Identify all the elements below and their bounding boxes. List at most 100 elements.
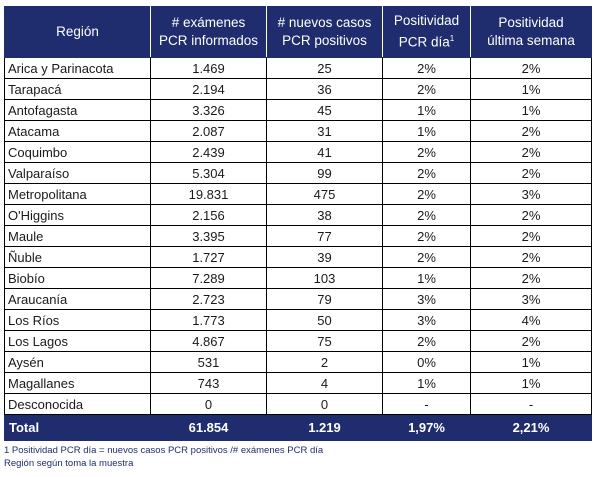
row-region: Ñuble — [4, 246, 151, 268]
pcr-table: Región # exámenes PCR informados # nuevos… — [4, 6, 592, 441]
row-positividad-semana: 2% — [470, 246, 592, 268]
header-examenes: # exámenes PCR informados — [150, 6, 267, 58]
row-region: Coquimbo — [4, 141, 151, 163]
row-examenes: 3.395 — [150, 225, 267, 247]
table-body: Arica y Parinacota 1.469 25 2% 2% Tarapacá 2.1… — [4, 57, 592, 415]
table-row: Ñuble 1.727 39 2% 2% — [4, 246, 592, 268]
table-row: O'Higgins 2.156 38 2% 2% — [4, 204, 592, 226]
table-row: Coquimbo 2.439 41 2% 2% — [4, 141, 592, 163]
row-positividad-dia: 3% — [382, 309, 471, 331]
row-examenes: 0 — [150, 393, 267, 415]
row-positividad-semana: 1% — [470, 78, 592, 100]
row-casos: 103 — [266, 267, 383, 289]
row-positividad-dia: 1% — [382, 267, 471, 289]
row-examenes: 2.723 — [150, 288, 267, 310]
row-casos: 45 — [266, 99, 383, 121]
table-row: Tarapacá 2.194 36 2% 1% — [4, 78, 592, 100]
row-casos: 41 — [266, 141, 383, 163]
table-row: Los Lagos 4.867 75 2% 2% — [4, 330, 592, 352]
row-examenes: 2.087 — [150, 120, 267, 142]
row-positividad-dia: - — [382, 393, 471, 415]
row-positividad-dia: 0% — [382, 351, 471, 373]
row-casos: 2 — [266, 351, 383, 373]
row-examenes: 3.326 — [150, 99, 267, 121]
row-positividad-dia: 2% — [382, 162, 471, 184]
row-examenes: 1.727 — [150, 246, 267, 268]
row-positividad-dia: 2% — [382, 183, 471, 205]
row-examenes: 2.439 — [150, 141, 267, 163]
row-positividad-semana: 3% — [470, 183, 592, 205]
row-examenes: 19.831 — [150, 183, 267, 205]
row-positividad-dia: 2% — [382, 78, 471, 100]
table-row: Arica y Parinacota 1.469 25 2% 2% — [4, 57, 592, 79]
row-examenes: 1.773 — [150, 309, 267, 331]
row-positividad-semana: 1% — [470, 99, 592, 121]
row-region: Los Lagos — [4, 330, 151, 352]
table-row: Araucanía 2.723 79 3% 3% — [4, 288, 592, 310]
total-positividad-semana: 2,21% — [470, 414, 592, 441]
row-region: Metropolitana — [4, 183, 151, 205]
header-positividad-dia: Positividad PCR día1 — [382, 6, 471, 58]
header-positividad-semana: Positividad última semana — [470, 6, 592, 58]
total-row: Total 61.854 1.219 1,97% 2,21% — [4, 414, 592, 441]
row-casos: 99 — [266, 162, 383, 184]
row-examenes: 4.867 — [150, 330, 267, 352]
total-casos: 1.219 — [266, 414, 383, 441]
table-row: Metropolitana 19.831 475 2% 3% — [4, 183, 592, 205]
row-positividad-semana: 1% — [470, 372, 592, 394]
row-positividad-semana: - — [470, 393, 592, 415]
header-region: Región — [4, 6, 151, 58]
total-label: Total — [4, 414, 151, 441]
row-region: Arica y Parinacota — [4, 57, 151, 79]
row-region: O'Higgins — [4, 204, 151, 226]
row-positividad-semana: 2% — [470, 204, 592, 226]
table-row: Maule 3.395 77 2% 2% — [4, 225, 592, 247]
row-positividad-dia: 2% — [382, 204, 471, 226]
row-positividad-semana: 2% — [470, 57, 592, 79]
row-casos: 75 — [266, 330, 383, 352]
row-region: Los Ríos — [4, 309, 151, 331]
total-examenes: 61.854 — [150, 414, 267, 441]
row-positividad-semana: 2% — [470, 162, 592, 184]
row-positividad-semana: 2% — [470, 141, 592, 163]
footnote-marker: 1 — [449, 34, 455, 44]
row-examenes: 7.289 — [150, 267, 267, 289]
total-positividad-dia: 1,97% — [382, 414, 471, 441]
table-row: Aysén 531 2 0% 1% — [4, 351, 592, 373]
row-region: Tarapacá — [4, 78, 151, 100]
footnotes: 1 Positividad PCR día = nuevos casos PCR… — [4, 444, 323, 470]
row-casos: 79 — [266, 288, 383, 310]
row-positividad-semana: 1% — [470, 351, 592, 373]
table-row: Biobío 7.289 103 1% 2% — [4, 267, 592, 289]
row-casos: 39 — [266, 246, 383, 268]
table-row: Magallanes 743 4 1% 1% — [4, 372, 592, 394]
row-region: Antofagasta — [4, 99, 151, 121]
row-examenes: 531 — [150, 351, 267, 373]
row-positividad-dia: 1% — [382, 99, 471, 121]
table-row: Atacama 2.087 31 1% 2% — [4, 120, 592, 142]
row-casos: 77 — [266, 225, 383, 247]
table-row: Valparaíso 5.304 99 2% 2% — [4, 162, 592, 184]
row-positividad-dia: 2% — [382, 246, 471, 268]
row-examenes: 5.304 — [150, 162, 267, 184]
row-positividad-semana: 2% — [470, 330, 592, 352]
row-region: Desconocida — [4, 393, 151, 415]
row-positividad-dia: 2% — [382, 141, 471, 163]
footnote-region: Región según toma la muestra — [4, 458, 134, 469]
row-region: Aysén — [4, 351, 151, 373]
row-region: Atacama — [4, 120, 151, 142]
row-examenes: 2.156 — [150, 204, 267, 226]
row-casos: 4 — [266, 372, 383, 394]
row-positividad-dia: 2% — [382, 57, 471, 79]
row-casos: 31 — [266, 120, 383, 142]
row-examenes: 1.469 — [150, 57, 267, 79]
row-positividad-dia: 1% — [382, 372, 471, 394]
row-positividad-semana: 4% — [470, 309, 592, 331]
row-casos: 36 — [266, 78, 383, 100]
header-casos: # nuevos casos PCR positivos — [266, 6, 383, 58]
row-region: Araucanía — [4, 288, 151, 310]
table-total: Total 61.854 1.219 1,97% 2,21% — [4, 414, 592, 441]
row-positividad-semana: 2% — [470, 225, 592, 247]
row-casos: 50 — [266, 309, 383, 331]
